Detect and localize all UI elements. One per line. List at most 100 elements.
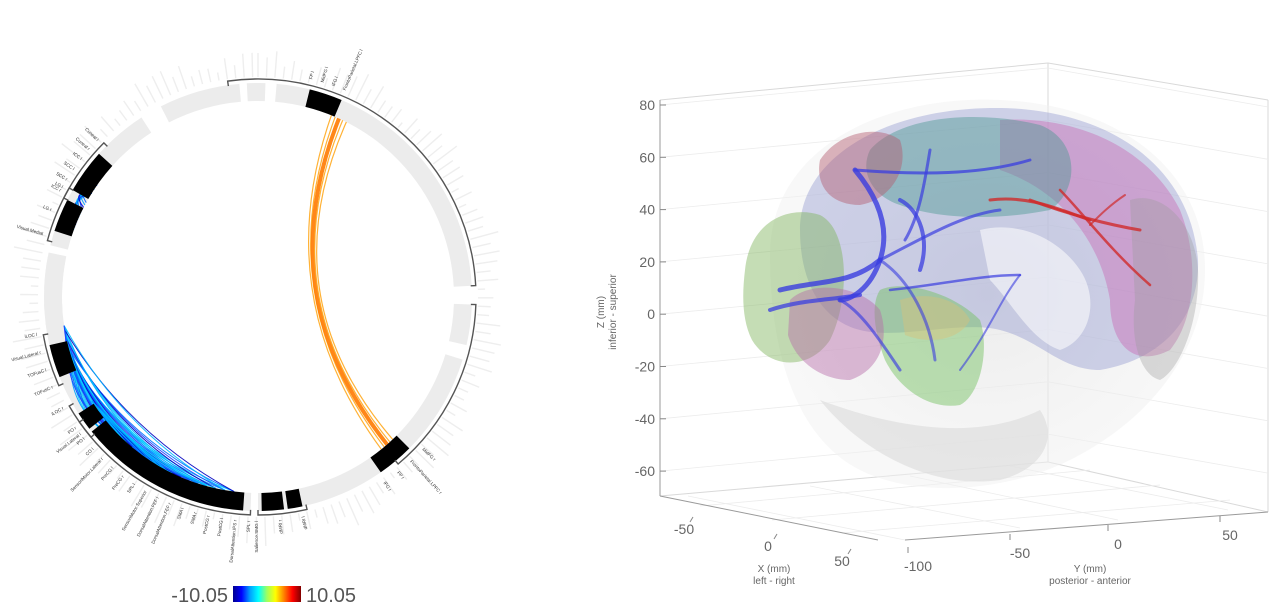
histogram-tick — [410, 128, 421, 140]
histogram-tick — [201, 510, 207, 527]
roi-label: MidFG l — [320, 66, 329, 83]
roi-label: TOFusC r — [33, 384, 54, 397]
histogram-tick — [330, 504, 339, 524]
histogram-tick — [133, 100, 142, 112]
histogram-tick — [402, 461, 413, 473]
histogram-tick — [146, 85, 157, 103]
histogram-tick — [315, 67, 322, 86]
histogram-tick — [228, 515, 232, 530]
histogram-tick — [461, 379, 480, 388]
histogram-tick — [472, 242, 491, 249]
histogram-tick — [13, 246, 43, 254]
roi-label: TOFusC l — [27, 367, 47, 378]
histogram-tick — [114, 118, 121, 126]
roi-segment — [160, 83, 241, 123]
histogram-tick — [194, 508, 199, 521]
connection-curve — [64, 330, 235, 492]
z-axis-title: Z (mm) inferior - superior — [596, 274, 619, 350]
y-axis-label: Y (mm) — [1074, 564, 1107, 575]
histogram-tick — [436, 423, 454, 437]
histogram-tick — [190, 76, 196, 87]
histogram-tick — [57, 407, 69, 415]
active-roi-segment — [49, 341, 77, 378]
histogram-tick — [475, 260, 498, 265]
histogram-tick — [24, 327, 41, 332]
histogram-tick — [477, 278, 499, 282]
roi-label: SMA r — [189, 511, 197, 525]
histogram-tick — [314, 509, 318, 518]
colorbar: -10.05 10.05 — [171, 585, 356, 607]
histogram-tick — [409, 455, 420, 467]
histogram-tick — [79, 133, 97, 150]
active-roi-segment — [305, 89, 342, 117]
histogram-tick — [471, 347, 495, 355]
histogram-tick — [477, 313, 490, 317]
histogram-tick — [68, 434, 88, 452]
roi-label: LG l — [54, 181, 64, 189]
roi-label: DorsalAttention.IPS r — [229, 519, 238, 563]
histogram-tick — [297, 513, 301, 521]
histogram-tick — [272, 516, 276, 534]
histogram-tick — [299, 69, 303, 82]
group-bracket — [78, 418, 252, 516]
roi-label: SensoriMotor.Lateral r — [69, 456, 104, 493]
histogram-tick — [130, 484, 145, 507]
histogram-tick — [416, 130, 432, 146]
histogram-tick — [415, 449, 435, 469]
z-tick-label: 40 — [639, 202, 655, 218]
roi-label: dMRI r — [277, 519, 283, 534]
histogram-tick — [26, 239, 45, 246]
y-axis-ticks: -100 -50 0 50 — [904, 516, 1238, 574]
colorbar-min-label: -10.05 — [171, 585, 228, 607]
histogram-tick — [362, 88, 372, 105]
x-tick-mark — [847, 548, 852, 555]
histogram-tick — [148, 493, 160, 514]
z-axis-sublabel: inferior - superior — [608, 274, 619, 350]
histogram-tick — [38, 214, 53, 221]
histogram-tick — [338, 501, 346, 518]
group-bracket — [226, 78, 477, 287]
histogram-tick — [306, 511, 312, 530]
histogram-tick — [251, 52, 254, 78]
histogram-tick — [375, 481, 385, 494]
connection-curve — [93, 403, 160, 467]
histogram-tick — [33, 376, 54, 386]
roi-label: dMRI l — [301, 516, 309, 530]
z-axis-ticks: 80 60 40 20 0 -20 -40 -60 — [635, 97, 666, 479]
x-tick-label: 0 — [764, 538, 772, 554]
histogram-tick — [185, 506, 191, 519]
histogram-tick — [18, 319, 40, 323]
roi-label: Salience.SMG l — [254, 521, 259, 553]
roi-label: ICC l — [72, 151, 83, 161]
active-roi-segment — [54, 199, 84, 237]
histogram-tick — [167, 500, 175, 516]
histogram-tick — [422, 133, 443, 152]
roi-label: FP l — [308, 71, 315, 80]
histogram-tick — [233, 65, 237, 79]
connection-curve — [95, 407, 167, 471]
histogram-tick — [331, 67, 342, 91]
z-tick-label: 0 — [647, 306, 655, 322]
roi-label: PostCG r — [202, 514, 211, 534]
histogram-tick — [25, 360, 48, 369]
group-bracket — [62, 141, 108, 201]
connection-curve — [308, 115, 382, 450]
histogram-tick — [55, 183, 67, 191]
histogram-tick — [455, 191, 472, 201]
histogram-tick — [151, 75, 164, 99]
histogram-tick — [377, 100, 387, 113]
histogram-tick — [24, 344, 44, 350]
histogram-tick — [36, 204, 56, 214]
histogram-tick — [464, 371, 476, 377]
histogram-tick — [99, 128, 108, 138]
histogram-tick — [384, 106, 393, 118]
roi-label: ICC r — [50, 183, 62, 193]
histogram-tick — [140, 489, 152, 508]
histogram-tick — [473, 250, 500, 257]
roi-label: SPL r — [246, 520, 251, 532]
x-tick-mark — [689, 516, 694, 523]
group-bracket — [394, 303, 477, 465]
histogram-tick — [450, 402, 468, 413]
histogram-tick — [465, 216, 484, 224]
